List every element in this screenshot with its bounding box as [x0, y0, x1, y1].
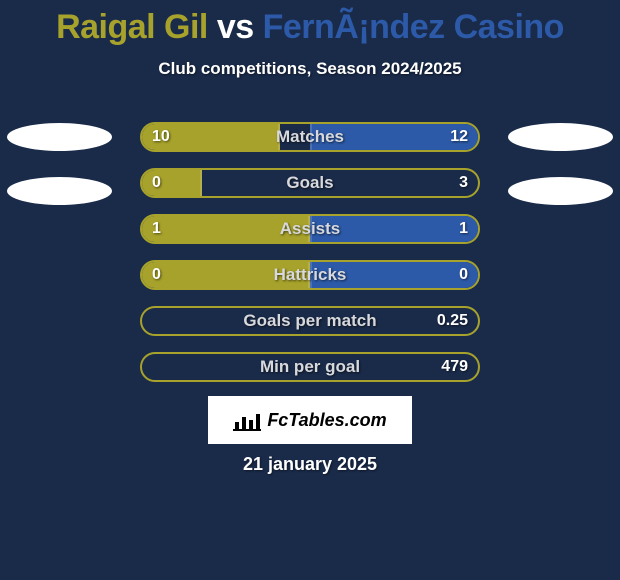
stat-row: 10 12 Matches	[140, 122, 480, 152]
stats-container: 10 12 Matches 0 3 Goals 1 1 Assists 0 0 Hattricks 0.…	[140, 122, 480, 398]
player2-value: 3	[459, 174, 468, 192]
player2-avatar-top	[508, 123, 613, 151]
stat-row: 0 3 Goals	[140, 168, 480, 198]
stat-label: Assists	[280, 219, 340, 239]
snapshot-date: 21 january 2025	[243, 454, 377, 475]
player1-avatar-bottom	[7, 177, 112, 205]
stat-row: 0.25 Goals per match	[140, 306, 480, 336]
player1-name: Raigal Gil	[56, 8, 208, 46]
vs-separator: vs	[217, 8, 254, 46]
stat-label: Goals	[286, 173, 333, 193]
stat-label: Hattricks	[274, 265, 347, 285]
player2-value: 0	[459, 266, 468, 284]
fctables-logo: FcTables.com	[208, 396, 412, 444]
logo-chart-icon	[233, 409, 261, 431]
stat-row: 1 1 Assists	[140, 214, 480, 244]
player1-value: 0	[152, 266, 161, 284]
player1-value: 10	[152, 128, 170, 146]
stat-label: Min per goal	[260, 357, 360, 377]
logo-text: FcTables.com	[267, 410, 386, 431]
player2-value: 12	[450, 128, 468, 146]
stat-label: Goals per match	[243, 311, 376, 331]
stat-row: 479 Min per goal	[140, 352, 480, 382]
player2-avatar-bottom	[508, 177, 613, 205]
player2-value: 1	[459, 220, 468, 238]
player2-value: 0.25	[437, 312, 468, 330]
player1-value: 1	[152, 220, 161, 238]
player1-value: 0	[152, 174, 161, 192]
stat-row: 0 0 Hattricks	[140, 260, 480, 290]
player2-name: FernÃ¡ndez Casino	[263, 8, 564, 46]
player1-avatar-top	[7, 123, 112, 151]
comparison-title: Raigal Gil vs FernÃ¡ndez Casino	[0, 0, 620, 47]
subtitle: Club competitions, Season 2024/2025	[0, 59, 620, 79]
player2-value: 479	[441, 358, 468, 376]
stat-label: Matches	[276, 127, 344, 147]
